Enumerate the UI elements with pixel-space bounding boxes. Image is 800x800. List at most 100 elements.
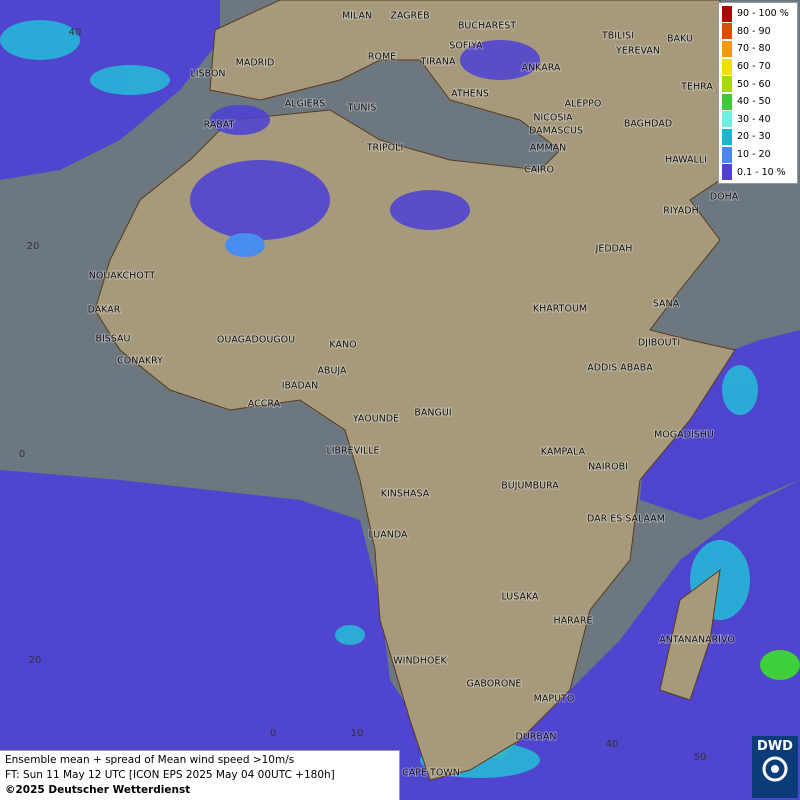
- legend-swatch: [722, 164, 732, 181]
- legend-label: 10 - 20: [737, 149, 771, 161]
- legend-label: 60 - 70: [737, 61, 771, 73]
- city-label: CAIRO: [524, 165, 554, 176]
- wind-land: [190, 40, 540, 240]
- city-label: DOHA: [710, 192, 739, 203]
- city-label: OUAGADOUGOU: [217, 335, 295, 346]
- city-label: CAPE TOWN: [402, 768, 460, 779]
- legend-item: 70 - 80: [722, 40, 794, 58]
- legend-item: 20 - 30: [722, 128, 794, 146]
- city-label: CONAKRY: [117, 356, 163, 367]
- city-label: SANA: [653, 299, 680, 310]
- logo: DWD: [752, 736, 798, 798]
- legend-swatch: [722, 93, 732, 110]
- city-label: ADDIS ABABA: [587, 363, 653, 374]
- legend-label: 0.1 - 10 %: [737, 166, 786, 178]
- city-label: BANGUI: [414, 408, 451, 419]
- legend-swatch: [722, 146, 732, 163]
- wind-peak: [760, 650, 800, 680]
- legend-item: 10 - 20: [722, 146, 794, 164]
- city-label: TUNIS: [347, 103, 377, 114]
- legend-swatch: [722, 40, 732, 57]
- city-label: ZAGREB: [390, 11, 429, 22]
- city-label: RIYADH: [663, 206, 698, 217]
- footer-line: FT: Sun 11 May 12 UTC [ICON EPS 2025 May…: [5, 769, 335, 781]
- legend-swatch: [722, 23, 732, 40]
- city-label: MADRID: [236, 58, 275, 69]
- city-label: NICOSIA: [533, 113, 573, 124]
- city-label: DAKAR: [88, 305, 121, 316]
- wind-land-strong: [225, 233, 265, 257]
- legend-item: 60 - 70: [722, 58, 794, 76]
- legend-swatch: [722, 76, 732, 93]
- city-label: ANKARA: [522, 63, 561, 74]
- city-label: DJIBOUTI: [638, 338, 680, 349]
- city-label: ANTANANARIVO: [659, 635, 735, 646]
- footer-line: ©2025 Deutscher Wetterdienst: [5, 784, 191, 796]
- city-label: TRIPOLI: [366, 143, 404, 154]
- city-label: BUCHAREST: [458, 21, 516, 32]
- city-label: NOUAKCHOTT: [89, 271, 156, 282]
- city-label: LUANDA: [368, 530, 408, 541]
- city-label: YAOUNDE: [352, 414, 399, 425]
- city-label: HARARE: [554, 616, 593, 627]
- city-label: WINDHOEK: [393, 656, 447, 667]
- legend-item: 40 - 50: [722, 93, 794, 111]
- city-label: BAKU: [667, 34, 693, 45]
- city-label: DAR ES SALAAM: [587, 514, 665, 525]
- legend-label: 40 - 50: [737, 96, 771, 108]
- legend-label: 70 - 80: [737, 43, 771, 55]
- legend-item: 50 - 60: [722, 75, 794, 93]
- city-label: KANO: [329, 340, 356, 351]
- legend-item: 30 - 40: [722, 111, 794, 129]
- city-label: DAMASCUS: [529, 126, 583, 137]
- city-label: DURBAN: [516, 732, 557, 743]
- grid-label: 40: [606, 739, 619, 750]
- city-label: MAPUTO: [534, 694, 575, 705]
- logo-text: DWD: [757, 739, 793, 754]
- grid-label: 50: [694, 752, 707, 763]
- grid-label: 10: [351, 728, 364, 739]
- legend-label: 80 - 90: [737, 25, 771, 37]
- legend-label: 20 - 30: [737, 131, 771, 143]
- city-label: LISBON: [190, 69, 225, 80]
- city-label: TEHRA: [680, 82, 713, 93]
- city-label: SOFIYA: [449, 41, 483, 52]
- legend: 90 - 100 % 80 - 90 70 - 80 60 - 70 50 - 60 40…: [718, 2, 798, 184]
- city-label: KINSHASA: [381, 489, 430, 500]
- grid-label: 20: [29, 655, 42, 666]
- city-label: MOGADISHU: [654, 430, 714, 441]
- city-label: ATHENS: [451, 89, 489, 100]
- city-label: ABUJA: [317, 366, 347, 377]
- legend-label: 90 - 100 %: [737, 8, 789, 20]
- city-label: LUSAKA: [501, 592, 539, 603]
- grid-label: 0: [19, 449, 25, 460]
- logo-icon: [762, 756, 788, 782]
- city-label: TBILISI: [601, 31, 634, 42]
- footer: Ensemble mean + spread of Mean wind spee…: [0, 750, 400, 800]
- grid-label: 0: [270, 728, 276, 739]
- city-label: MILAN: [342, 11, 372, 22]
- city-label: ACCRA: [248, 399, 281, 410]
- city-label: HAWALLI: [665, 155, 707, 166]
- city-label: ALGIERS: [285, 99, 326, 110]
- city-label: KAMPALA: [541, 447, 586, 458]
- grid-label: 20: [27, 241, 40, 252]
- city-label: YEREVAN: [615, 46, 660, 57]
- legend-label: 30 - 40: [737, 113, 771, 125]
- legend-item: 0.1 - 10 %: [722, 163, 794, 181]
- legend-swatch: [722, 111, 732, 128]
- city-label: ROME: [368, 52, 396, 63]
- city-label: GABORONE: [467, 679, 522, 690]
- legend-swatch: [722, 128, 732, 145]
- city-label: LIBREVILLE: [326, 446, 379, 457]
- city-label: RABAT: [204, 120, 235, 131]
- legend-swatch: [722, 58, 732, 75]
- legend-label: 50 - 60: [737, 78, 771, 90]
- city-label: BAGHDAD: [624, 119, 672, 130]
- city-label: KHARTOUM: [533, 304, 587, 315]
- city-label: BISSAU: [95, 334, 130, 345]
- grid-label: 40: [69, 27, 82, 38]
- legend-swatch: [722, 5, 732, 22]
